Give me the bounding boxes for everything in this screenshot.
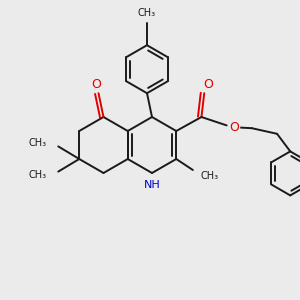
Text: CH₃: CH₃ [28,169,46,180]
Text: O: O [203,78,213,91]
Text: O: O [92,78,101,91]
Text: O: O [230,121,240,134]
Text: CH₃: CH₃ [28,138,46,148]
Text: CH₃: CH₃ [201,171,219,181]
Text: NH: NH [144,180,160,190]
Text: CH₃: CH₃ [138,8,156,18]
